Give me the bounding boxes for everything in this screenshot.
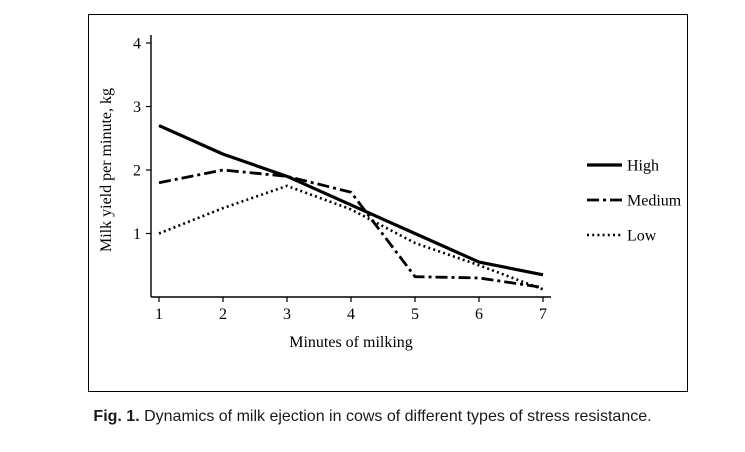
y-tick-label: 3: [133, 99, 141, 116]
x-tick-label: 6: [475, 306, 483, 323]
y-tick-label: 4: [133, 36, 141, 53]
figure-caption: Fig. 1. Dynamics of milk ejection in cow…: [0, 408, 745, 426]
legend-label: Low: [627, 228, 657, 245]
y-tick-label: 2: [133, 163, 141, 180]
x-tick-label: 3: [283, 306, 291, 323]
y-axis-title: Milk yield per minute, kg: [98, 88, 115, 252]
x-tick-label: 1: [155, 306, 163, 323]
legend-item-high: High: [587, 158, 659, 175]
milk-ejection-line-chart: 1 2 3 4 1 2 3 4 5 6 7 Minutes of milking Milk yield …: [98, 35, 682, 351]
legend-label: Medium: [627, 193, 682, 210]
legend-item-medium: Medium: [587, 193, 682, 210]
series-medium-line: [158, 168, 544, 289]
x-tick-label: 2: [219, 306, 227, 323]
figure-caption-label: Fig. 1.: [93, 408, 140, 425]
legend-item-low: Low: [587, 228, 657, 245]
series-high-line: [158, 124, 544, 277]
legend-label: High: [627, 158, 659, 175]
legend: High Medium Low: [587, 158, 682, 245]
series-low-line: [158, 184, 544, 291]
chart-frame: 1 2 3 4 1 2 3 4 5 6 7 Minutes of milking Milk yield …: [88, 14, 688, 392]
x-tick-label: 5: [411, 306, 419, 323]
x-tick-label: 7: [539, 306, 547, 323]
x-tick-label: 4: [347, 306, 355, 323]
figure-caption-text: Dynamics of milk ejection in cows of dif…: [139, 408, 652, 425]
x-axis-title: Minutes of milking: [289, 334, 413, 351]
y-tick-label: 1: [133, 226, 141, 243]
